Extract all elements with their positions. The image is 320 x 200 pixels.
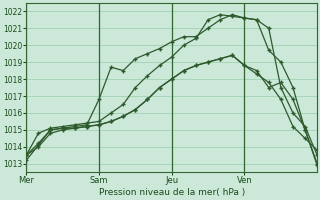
X-axis label: Pression niveau de la mer( hPa ): Pression niveau de la mer( hPa ) bbox=[99, 188, 245, 197]
